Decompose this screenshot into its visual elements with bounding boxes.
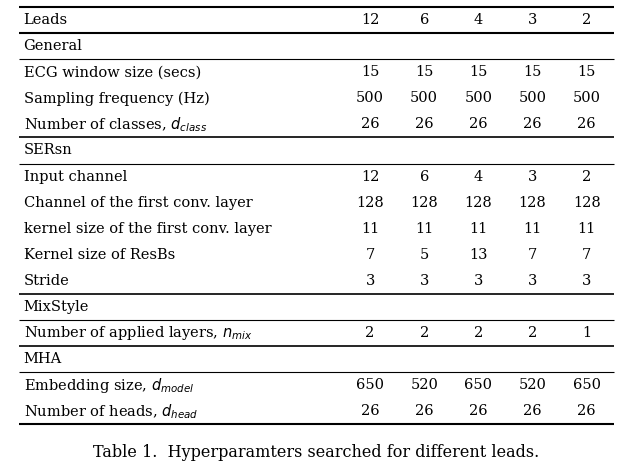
Text: 11: 11 xyxy=(415,222,433,236)
Text: 2: 2 xyxy=(420,326,429,340)
Text: 26: 26 xyxy=(523,118,542,131)
Text: SERsn: SERsn xyxy=(24,144,73,157)
Text: 500: 500 xyxy=(464,91,492,105)
Text: 26: 26 xyxy=(415,118,433,131)
Text: 15: 15 xyxy=(415,65,433,79)
Text: 12: 12 xyxy=(361,170,379,183)
Text: 11: 11 xyxy=(361,222,379,236)
Text: 7: 7 xyxy=(365,248,374,262)
Text: Number of applied layers, $n_{mix}$: Number of applied layers, $n_{mix}$ xyxy=(24,324,252,342)
Text: Table 1.  Hyperparamters searched for different leads.: Table 1. Hyperparamters searched for dif… xyxy=(93,444,539,461)
Text: 3: 3 xyxy=(474,274,483,288)
Text: Leads: Leads xyxy=(24,13,68,27)
Text: 128: 128 xyxy=(519,196,546,210)
Text: Channel of the first conv. layer: Channel of the first conv. layer xyxy=(24,196,252,210)
Text: MixStyle: MixStyle xyxy=(24,300,89,314)
Text: 15: 15 xyxy=(578,65,596,79)
Text: 26: 26 xyxy=(361,118,379,131)
Text: General: General xyxy=(24,39,82,53)
Text: 2: 2 xyxy=(528,326,537,340)
Text: 128: 128 xyxy=(356,196,384,210)
Text: 15: 15 xyxy=(361,65,379,79)
Text: 26: 26 xyxy=(415,404,433,418)
Text: 3: 3 xyxy=(365,274,374,288)
Text: 3: 3 xyxy=(528,13,538,27)
Text: Stride: Stride xyxy=(24,274,69,288)
Text: 3: 3 xyxy=(528,170,538,183)
Text: 5: 5 xyxy=(420,248,429,262)
Text: 500: 500 xyxy=(410,91,438,105)
Text: 12: 12 xyxy=(361,13,379,27)
Text: 26: 26 xyxy=(469,118,488,131)
Text: 1: 1 xyxy=(582,326,591,340)
Text: 2: 2 xyxy=(474,326,483,340)
Text: 6: 6 xyxy=(420,13,429,27)
Text: MHA: MHA xyxy=(24,352,62,366)
Text: 11: 11 xyxy=(469,222,487,236)
Text: Number of heads, $d_{head}$: Number of heads, $d_{head}$ xyxy=(24,402,198,420)
Text: 2: 2 xyxy=(582,170,591,183)
Text: 3: 3 xyxy=(420,274,429,288)
Text: kernel size of the first conv. layer: kernel size of the first conv. layer xyxy=(24,222,271,236)
Text: 500: 500 xyxy=(356,91,384,105)
Text: 26: 26 xyxy=(577,404,596,418)
Text: 11: 11 xyxy=(523,222,542,236)
Text: 128: 128 xyxy=(410,196,438,210)
Text: Sampling frequency (Hz): Sampling frequency (Hz) xyxy=(24,91,210,106)
Text: 13: 13 xyxy=(469,248,488,262)
Text: 4: 4 xyxy=(474,13,483,27)
Text: 128: 128 xyxy=(464,196,492,210)
Text: 2: 2 xyxy=(365,326,374,340)
Text: 7: 7 xyxy=(582,248,591,262)
Text: 520: 520 xyxy=(410,378,438,392)
Text: 128: 128 xyxy=(573,196,601,210)
Text: 11: 11 xyxy=(578,222,596,236)
Text: 15: 15 xyxy=(469,65,487,79)
Text: 500: 500 xyxy=(518,91,547,105)
Text: 500: 500 xyxy=(573,91,601,105)
Text: 15: 15 xyxy=(523,65,542,79)
Text: 26: 26 xyxy=(361,404,379,418)
Text: Embedding size, $d_{model}$: Embedding size, $d_{model}$ xyxy=(24,375,194,395)
Text: 26: 26 xyxy=(469,404,488,418)
Text: 3: 3 xyxy=(582,274,591,288)
Text: 7: 7 xyxy=(528,248,537,262)
Text: ECG window size (secs): ECG window size (secs) xyxy=(24,65,201,79)
Text: Kernel size of ResBs: Kernel size of ResBs xyxy=(24,248,175,262)
Text: Input channel: Input channel xyxy=(24,170,127,183)
Text: 2: 2 xyxy=(582,13,591,27)
Text: 650: 650 xyxy=(464,378,492,392)
Text: 520: 520 xyxy=(518,378,546,392)
Text: 26: 26 xyxy=(523,404,542,418)
Text: 650: 650 xyxy=(356,378,384,392)
Text: 4: 4 xyxy=(474,170,483,183)
Text: 650: 650 xyxy=(573,378,601,392)
Text: Number of classes, $d_{class}$: Number of classes, $d_{class}$ xyxy=(24,115,206,134)
Text: 3: 3 xyxy=(528,274,538,288)
Text: 26: 26 xyxy=(577,118,596,131)
Text: 6: 6 xyxy=(420,170,429,183)
